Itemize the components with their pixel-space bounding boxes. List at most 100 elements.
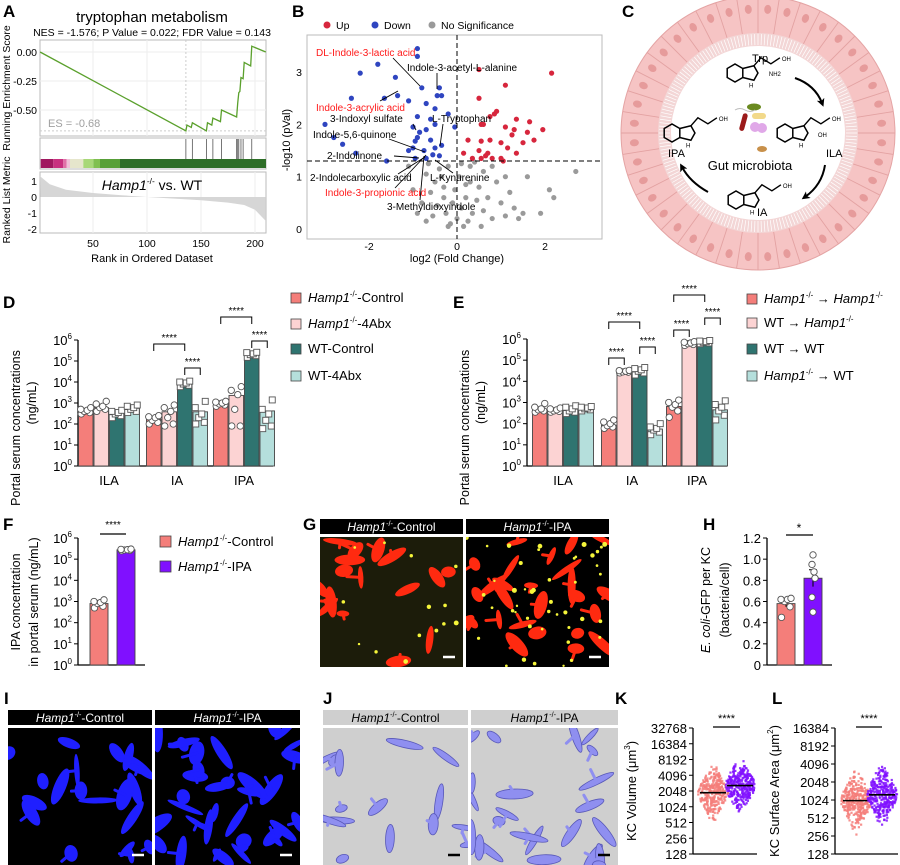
microvillus — [763, 220, 766, 232]
violin-point — [707, 795, 710, 798]
cell-process — [498, 812, 509, 828]
microvillus — [727, 38, 732, 50]
violin-point — [843, 809, 846, 812]
label-part: Hamp1 — [178, 559, 220, 574]
cell-border — [802, 10, 821, 45]
cell-shape — [231, 843, 252, 864]
legend-marker — [323, 21, 331, 29]
point-down — [406, 98, 412, 104]
violin-point — [895, 788, 898, 792]
panel-header-bar — [155, 710, 300, 725]
label-part: Hamp1 — [102, 177, 147, 193]
bacteria-spot — [511, 587, 517, 593]
microvillus — [668, 89, 680, 95]
violin-point — [748, 774, 751, 777]
violin-point — [872, 798, 875, 801]
cell-border — [635, 177, 670, 196]
cell-nucleus — [632, 158, 642, 166]
cell-nucleus — [629, 139, 639, 147]
violin-point — [882, 798, 886, 801]
violin-point — [865, 810, 868, 813]
annotation-label: 3-Indoxyl sulfate — [330, 114, 403, 125]
tick-base: 10 — [53, 595, 67, 610]
es-label: ES = -0.68 — [48, 118, 100, 130]
violin-point — [857, 818, 860, 821]
cell-shape — [37, 773, 49, 790]
data-point-square — [587, 403, 595, 410]
violin-point — [708, 816, 711, 820]
violin-point — [886, 816, 889, 819]
label-part: 3 — [623, 745, 632, 750]
cell-shape — [167, 737, 200, 749]
pyrrole-ring — [742, 64, 759, 82]
microvillus — [750, 220, 753, 232]
bar — [124, 408, 140, 467]
violin-point — [847, 815, 850, 818]
violin-point — [888, 784, 891, 788]
point-no-significance — [480, 168, 486, 175]
violin-point — [862, 790, 865, 793]
y-tick-label: 106 — [53, 332, 72, 348]
legend-label: Hamp1-/--Control — [178, 534, 274, 549]
legend-swatch — [746, 343, 758, 355]
violin-point — [735, 785, 738, 788]
data-point-circle — [92, 400, 100, 408]
microvillus — [708, 209, 715, 219]
violin-point — [857, 803, 860, 806]
violin-point — [845, 809, 848, 812]
data-point-circle — [674, 407, 682, 415]
violin-point — [732, 802, 735, 805]
point-no-significance — [463, 195, 469, 201]
violin-point — [734, 801, 737, 804]
cell-process — [341, 612, 346, 621]
y-tick-label: 106 — [502, 331, 521, 347]
data-point-square — [711, 401, 719, 409]
violin-point — [860, 794, 863, 797]
microvillus — [838, 168, 849, 174]
metric-tick-label: 1 — [31, 176, 37, 188]
violin-point — [857, 787, 861, 790]
label-part: -IPA — [556, 711, 578, 725]
violin-point — [719, 789, 722, 793]
violin-point — [742, 802, 745, 805]
violin-point — [861, 778, 864, 781]
microvillus — [672, 83, 682, 90]
violin-point — [871, 786, 875, 790]
ila-to-ia-arrow — [801, 164, 826, 200]
cell-process — [484, 618, 501, 622]
point-no-significance — [485, 195, 491, 201]
violin-point — [736, 776, 739, 779]
microvillus — [796, 43, 802, 55]
cell-process — [369, 797, 380, 809]
data-point-circle — [100, 596, 108, 604]
violin-point — [861, 806, 865, 809]
violin-point — [853, 808, 856, 811]
point-no-significance — [454, 215, 460, 222]
point-down — [331, 134, 337, 141]
legend-swatch — [746, 317, 758, 329]
violin-point — [746, 796, 749, 799]
tick-exponent: 5 — [68, 353, 73, 362]
violin-point — [879, 775, 882, 778]
violin-point — [892, 794, 895, 798]
annotation-pointer — [439, 123, 444, 147]
bacteria-spot — [374, 650, 378, 654]
cell-nucleus — [834, 223, 843, 232]
point-no-significance — [414, 210, 420, 216]
violin-point — [704, 807, 707, 810]
bacteria-spot — [595, 549, 600, 554]
microvillus — [688, 61, 698, 70]
point-down — [423, 100, 429, 107]
bacteria-spot — [599, 545, 603, 549]
data-point-circle — [127, 545, 135, 553]
violin-point — [711, 808, 715, 811]
violin-point — [870, 784, 873, 787]
violin-point — [747, 781, 750, 784]
es-panel — [39, 39, 267, 137]
microvillus — [711, 210, 717, 221]
violin-point — [864, 789, 868, 792]
point-up — [478, 155, 484, 161]
rank-color-segment — [83, 159, 94, 168]
tick-base: 10 — [53, 438, 67, 453]
violin-point — [737, 810, 740, 813]
